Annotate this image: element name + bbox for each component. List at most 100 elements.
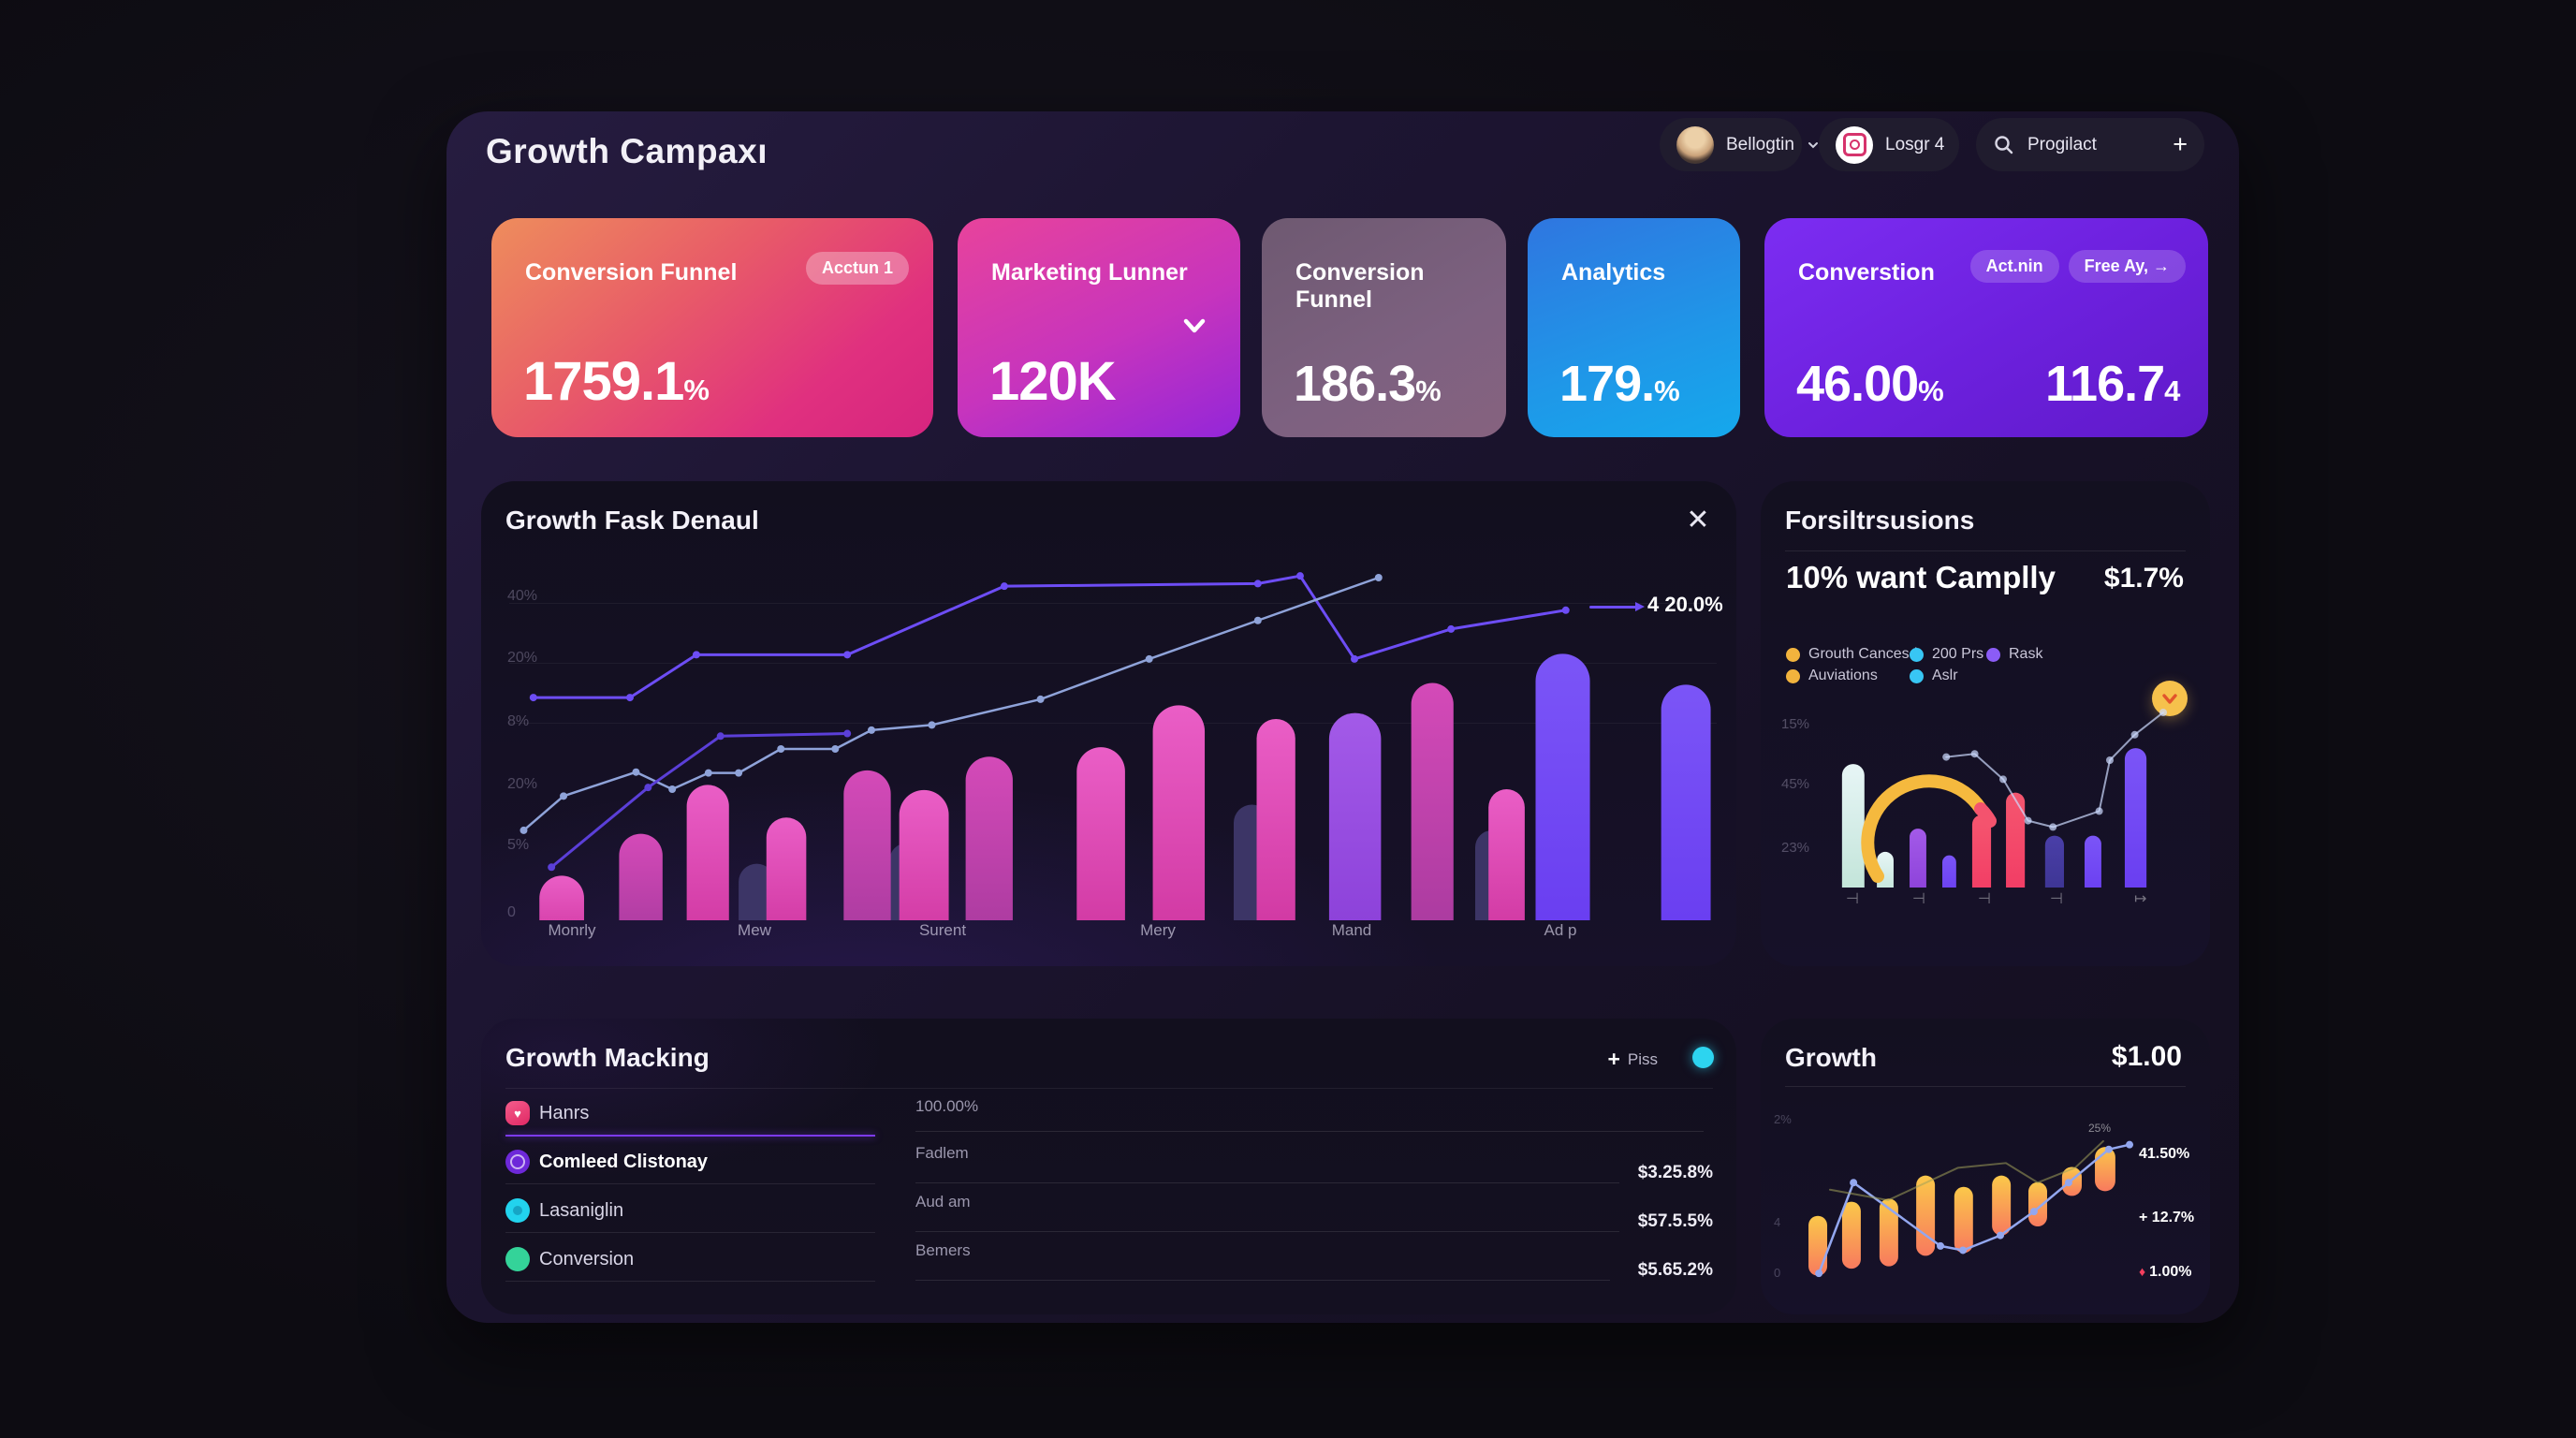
metric-line	[915, 1182, 1619, 1183]
list-underline-selected	[505, 1135, 875, 1137]
stat-label: + 12.7%	[2139, 1210, 2195, 1225]
list-item[interactable]: Conversion	[539, 1249, 635, 1269]
circle-icon	[505, 1198, 530, 1223]
y-axis-label: 40%	[507, 588, 538, 604]
y-axis-label: 20%	[507, 650, 538, 666]
metric-label: Aud am	[915, 1193, 971, 1211]
diamond-icon: ♦	[2139, 1264, 2146, 1279]
metric-line	[915, 1231, 1619, 1232]
kpi-value: 1759.1%	[523, 351, 710, 412]
forecast-panel: Forsiltrsusions 10% want Camplly $1.7% G…	[1761, 481, 2210, 966]
legend-item: Auviations	[1786, 668, 1878, 684]
kpi-badge[interactable]: Acctun 1	[805, 252, 909, 285]
legend-dot	[1786, 668, 1800, 683]
metric-value: $3.25.8%	[1637, 1163, 1713, 1182]
search-placeholder: Progilact	[2027, 134, 2097, 154]
kpi-card-conversion-funnel-2[interactable]: Conversion Funnel 186.3%	[1262, 218, 1506, 437]
y-axis-label: 0	[507, 904, 516, 920]
user-name: Bellogtin	[1726, 134, 1794, 154]
y-axis-label: 0	[1774, 1266, 1781, 1280]
apps-button[interactable]: Losgr 4	[1819, 118, 1959, 171]
legend-item: Grouth Cancesd	[1786, 646, 1918, 663]
search-bar[interactable]: Progilact +	[1976, 118, 2204, 171]
list-underline	[505, 1183, 875, 1184]
y-axis-label: 45%	[1781, 776, 1810, 792]
list-item[interactable]: Comleed Clistonay	[539, 1152, 709, 1172]
metric-value: $5.65.2%	[1637, 1260, 1713, 1280]
list-item[interactable]: Lasaniglin	[539, 1200, 624, 1221]
kpi-card-marketing[interactable]: Marketing Lunner 120K	[958, 218, 1240, 437]
legend-dot	[1986, 647, 2000, 662]
add-item-button[interactable]: + Piss	[1607, 1047, 1658, 1071]
scroll-down-button[interactable]	[2152, 681, 2188, 716]
growth-task-panel: Growth Fask Denaul ✕ 40% 20% 8% 20% 5% 0…	[481, 481, 1787, 966]
kpi-badge-free[interactable]: Free Ay, →	[2068, 250, 2186, 283]
metric-value: $57.5.5%	[1637, 1211, 1713, 1231]
legend-dot	[1786, 647, 1800, 662]
growth-amount: $1.00	[2111, 1041, 2182, 1072]
kpi-value: 186.3%	[1294, 356, 1442, 412]
axis-tick[interactable]: ⊣	[2050, 891, 2063, 907]
user-menu[interactable]: Bellogtin	[1660, 118, 1818, 171]
circle-icon	[505, 1247, 530, 1271]
forecast-mini-chart	[1841, 709, 2167, 888]
annotation-value: 4 20.0%	[1647, 593, 1723, 616]
axis-tick[interactable]: ⊣	[1978, 891, 1991, 907]
legend-item: Aslr	[1910, 668, 1958, 684]
forecast-subtitle: 10% want Camplly	[1786, 560, 2056, 594]
legend-item: Rask	[1986, 646, 2042, 663]
close-icon[interactable]: ✕	[1686, 505, 1710, 536]
axis-tick[interactable]: ↦	[2134, 891, 2147, 907]
kpi-value: 120K	[989, 351, 1117, 412]
add-button[interactable]: +	[2173, 130, 2188, 158]
axis-tick[interactable]: ⊣	[1846, 891, 1859, 907]
swirl-icon	[505, 1150, 530, 1174]
kpi-title: Analytics	[1561, 259, 1666, 286]
heart-icon: ♥	[505, 1101, 530, 1125]
kpi-value-secondary: 116.74	[2045, 356, 2180, 412]
divider	[1785, 1086, 2186, 1087]
legend-item: 200 Prs	[1910, 646, 1983, 663]
divider	[505, 1088, 1713, 1089]
list-item[interactable]: Hanrs	[539, 1103, 590, 1123]
dashboard-container: Growth Campaxı Bellogtin Losgr 4 Progila…	[446, 111, 2239, 1323]
chevron-down-icon	[2162, 694, 2177, 704]
kpi-badge-actnin[interactable]: Act.nin	[1969, 250, 2059, 283]
peak-label: 25%	[2088, 1122, 2112, 1135]
page-title: Growth Campaxı	[486, 132, 768, 170]
metric-label: 100.00%	[915, 1097, 979, 1115]
kpi-title: Conversion Funnel	[1295, 259, 1425, 313]
x-axis-label: Ad p	[1544, 921, 1577, 939]
legend-dot	[1910, 668, 1924, 683]
panel-title: Growth Fask Denaul	[505, 506, 759, 535]
metric-label: Bemers	[915, 1241, 971, 1259]
search-icon	[1995, 135, 2013, 154]
chevron-down-icon[interactable]	[1180, 312, 1208, 340]
list-underline	[505, 1281, 875, 1282]
legend-dot	[1910, 647, 1924, 662]
kpi-card-conversion-funnel-1[interactable]: Conversion Funnel Acctun 1 1759.1%	[491, 218, 933, 437]
y-axis-label: 23%	[1781, 840, 1810, 856]
panel-title: Growth Macking	[505, 1043, 710, 1072]
y-axis-label: 5%	[507, 837, 530, 853]
metric-label: Fadlem	[915, 1144, 969, 1162]
forecast-amount: $1.7%	[2103, 563, 2184, 594]
apps-label: Losgr 4	[1885, 134, 1945, 154]
y-axis-label: 8%	[507, 713, 530, 729]
y-axis-label: 20%	[507, 776, 538, 792]
divider	[1785, 550, 2186, 551]
axis-tick[interactable]: ⊣	[1912, 891, 1925, 907]
kpi-card-conversion[interactable]: Converstion Act.nin Free Ay, → 46.00% 11…	[1764, 218, 2208, 437]
kpi-title: Marketing Lunner	[991, 259, 1188, 286]
growth-mini-chart	[1808, 1139, 2134, 1278]
x-axis-label: Mew	[738, 921, 771, 939]
list-underline	[505, 1232, 875, 1233]
status-dot[interactable]	[1692, 1047, 1714, 1068]
kpi-value: 179.%	[1559, 356, 1680, 412]
kpi-value: 46.00%	[1796, 356, 1944, 412]
metric-line	[915, 1131, 1704, 1132]
x-axis-label: Mery	[1140, 921, 1176, 939]
x-axis-label: Surent	[918, 921, 967, 939]
kpi-card-analytics[interactable]: Analytics 179.%	[1528, 218, 1740, 437]
